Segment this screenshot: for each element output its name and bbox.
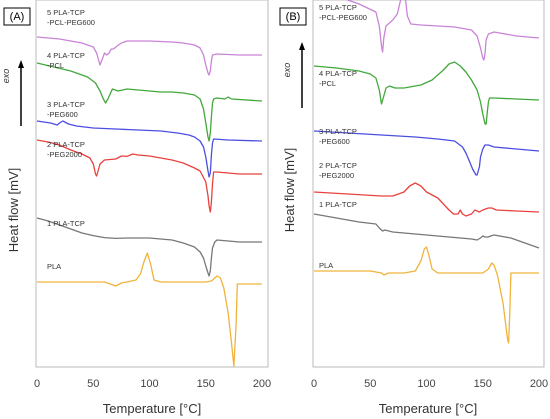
series-label-pla: PLA (47, 262, 61, 271)
panel-b-y-axis-label: Heat flow [mV] (282, 148, 297, 233)
series-label-pla-tcp-pcl: 4 PLA-TCP -PCL (47, 51, 85, 70)
panel-b-curves (313, 0, 540, 344)
panel-a-exo-arrow-head (18, 60, 24, 68)
panel-b-tag-box (279, 7, 307, 26)
series-line-pla-tcp-pcl-peg600 (36, 36, 262, 76)
series-line-pla (314, 246, 539, 344)
series-line-pla-tcp-peg2000 (313, 182, 540, 217)
x-tick-label: 150 (474, 378, 492, 390)
series-label-pla-tcp: 1 PLA-TCP (47, 219, 85, 228)
x-tick-label: 150 (197, 378, 215, 390)
series-label-pla-tcp: 1 PLA-TCP (319, 200, 357, 209)
x-tick-label: 0 (34, 378, 40, 390)
panel-b-series-labels: PLA 1 PLA-TCP 2 PLA-TCP -PEG2000 3 PLA-TCP -P… (319, 3, 367, 270)
series-label-pla-tcp-peg2000: 2 PLA-TCP -PEG2000 (319, 161, 357, 180)
series-label-pla-tcp-peg2000: 2 PLA-TCP -PEG2000 (47, 140, 85, 159)
series-label-pla-tcp-pcl-peg600: 5 PLA-TCP -PCL-PEG600 (47, 8, 95, 27)
panel-a: (A) Heat flow [mV] exo Temperature [°C] … (1, 0, 271, 416)
series-line-pla-tcp-pcl (36, 62, 263, 142)
series-label-pla-tcp-peg600: 3 PLA-TCP -PEG600 (319, 127, 357, 146)
panel-a-tag: (A) (10, 11, 25, 23)
series-line-pla-tcp-peg600 (313, 130, 540, 176)
panel-b-exo-arrow-head (299, 42, 305, 50)
panel-a-exo-label: exo (1, 69, 11, 84)
x-tick-label: 50 (364, 378, 376, 390)
panel-b-exo-label: exo (282, 63, 292, 78)
panel-a-frame (35, 0, 269, 368)
series-line-pla-tcp-peg600 (36, 120, 263, 178)
series-label-pla-tcp-pcl-peg600: 5 PLA-TCP -PCL-PEG600 (319, 3, 367, 22)
panel-a-tag-box (3, 7, 31, 26)
series-line-pla-tcp-pcl (313, 61, 540, 125)
x-tick-label: 100 (417, 378, 435, 390)
x-tick-label: 200 (530, 378, 548, 390)
series-label-pla: PLA (319, 261, 333, 270)
panel-b: (B) Heat flow [mV] exo Temperature [°C] … (279, 0, 548, 416)
panel-b-tag: (B) (286, 11, 301, 23)
series-label-pla-tcp-pcl: 4 PLA-TCP -PCL (319, 69, 357, 88)
series-line-pla-tcp-pcl-peg600 (345, 0, 540, 61)
x-tick-label: 100 (140, 378, 158, 390)
x-tick-label: 200 (253, 378, 271, 390)
x-tick-label: 50 (87, 378, 99, 390)
panel-b-x-ticks: 0 50 100 150 200 (311, 378, 548, 390)
panel-a-y-axis-label: Heat flow [mV] (6, 168, 21, 253)
panel-b-frame (312, 0, 545, 368)
series-line-pla-tcp-peg2000 (36, 139, 262, 213)
panel-a-curves (36, 36, 263, 367)
x-tick-label: 0 (311, 378, 317, 390)
series-line-pla (37, 252, 262, 367)
panel-a-x-ticks: 0 50 100 150 200 (34, 378, 271, 390)
series-line-pla-tcp (36, 217, 262, 277)
series-label-pla-tcp-peg600: 3 PLA-TCP -PEG600 (47, 100, 85, 119)
panel-a-series-labels: PLA 1 PLA-TCP 2 PLA-TCP -PEG2000 3 PLA-TCP -P… (47, 8, 95, 271)
series-line-pla-tcp (313, 213, 540, 249)
panel-a-x-axis-label: Temperature [°C] (103, 401, 201, 416)
panel-b-x-axis-label: Temperature [°C] (379, 401, 477, 416)
